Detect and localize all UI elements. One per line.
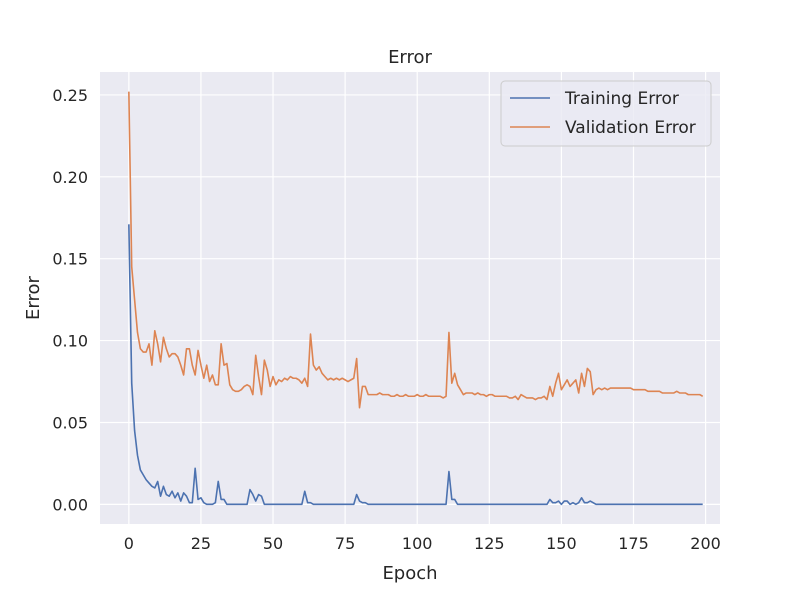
x-tick-label: 75	[335, 534, 355, 553]
legend-box	[500, 80, 712, 147]
series-line-training-error	[128, 224, 703, 506]
x-tick-label: 125	[474, 534, 505, 553]
tick-labels: 0 25 50 75 100 125 150 175 200 0.00 0.05 0.10 0.15 0.…	[52, 86, 720, 553]
x-axis-label: Epoch	[382, 563, 437, 584]
y-tick-label: 0.10	[52, 332, 88, 351]
x-tick-label: 200	[690, 534, 721, 553]
x-tick-label: 0	[124, 534, 134, 553]
y-tick-label: 0.05	[52, 413, 88, 432]
x-tick-label: 25	[191, 534, 211, 553]
series-layer	[128, 91, 704, 506]
chart-title: Error	[388, 47, 432, 68]
legend-label-validation-error: Validation Error	[565, 118, 696, 138]
grid-lines	[100, 72, 720, 524]
legend: Training Error Validation Error	[500, 80, 712, 147]
x-tick-label: 100	[402, 534, 433, 553]
y-tick-label: 0.20	[52, 168, 88, 187]
y-tick-label: 0.00	[52, 495, 88, 514]
plot-area	[100, 72, 720, 524]
legend-label-training-error: Training Error	[564, 89, 679, 109]
y-tick-label: 0.15	[52, 250, 88, 269]
x-tick-label: 50	[263, 534, 283, 553]
x-tick-label: 175	[618, 534, 649, 553]
y-axis-label: Error	[23, 275, 44, 319]
series-line-validation-error	[128, 91, 704, 409]
x-tick-label: 150	[546, 534, 577, 553]
y-tick-label: 0.25	[52, 86, 88, 105]
